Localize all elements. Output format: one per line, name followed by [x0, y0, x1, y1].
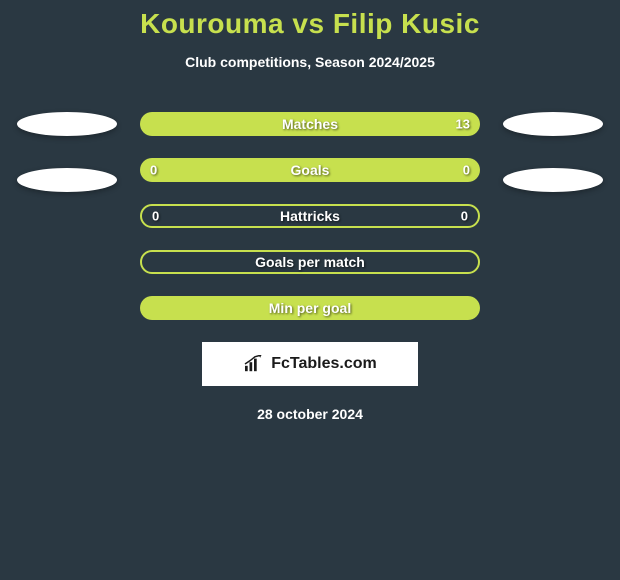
stat-bar-goals: 0 Goals 0 [140, 158, 480, 182]
subtitle: Club competitions, Season 2024/2025 [0, 54, 620, 70]
stat-right-value: 0 [463, 163, 470, 178]
comparison-card: Kourouma vs Filip Kusic Club competition… [0, 0, 620, 422]
date-label: 28 october 2024 [0, 406, 620, 422]
player-mark [503, 112, 603, 136]
page-title: Kourouma vs Filip Kusic [0, 8, 620, 40]
source-logo: FcTables.com [202, 342, 418, 386]
chart-icon [243, 355, 265, 373]
stat-bar-min-per-goal: Min per goal [140, 296, 480, 320]
stat-bar-goals-per-match: Goals per match [140, 250, 480, 274]
stat-label: Goals [291, 162, 330, 178]
stat-right-value: 0 [461, 209, 468, 224]
stat-label: Matches [282, 116, 338, 132]
left-player-marks [12, 112, 122, 192]
stat-label: Hattricks [280, 208, 340, 224]
logo-text: FcTables.com [271, 355, 377, 373]
player-mark [17, 168, 117, 192]
stat-left-value: 0 [152, 209, 159, 224]
player-mark [17, 112, 117, 136]
right-player-marks [498, 112, 608, 192]
player-mark [503, 168, 603, 192]
stat-label: Min per goal [269, 300, 351, 316]
stat-right-value: 13 [456, 117, 470, 132]
stat-bars: Matches 13 0 Goals 0 0 Hattricks 0 Goals… [140, 112, 480, 320]
stat-left-value: 0 [150, 163, 157, 178]
stat-label: Goals per match [255, 254, 365, 270]
stat-bar-matches: Matches 13 [140, 112, 480, 136]
stat-bar-hattricks: 0 Hattricks 0 [140, 204, 480, 228]
stats-area: Matches 13 0 Goals 0 0 Hattricks 0 Goals… [0, 112, 620, 320]
